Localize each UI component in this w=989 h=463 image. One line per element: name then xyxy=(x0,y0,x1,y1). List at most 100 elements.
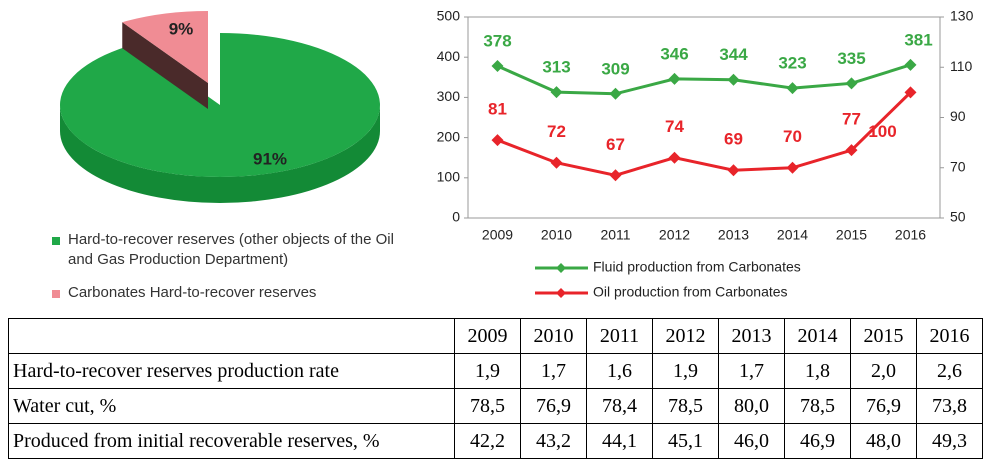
charts: 91% 9% 0 100 200 300 400 500 50 70 90 110 130 2009 201… xyxy=(59,8,974,300)
data-label: 335 xyxy=(837,49,865,68)
data-label: 323 xyxy=(778,54,806,73)
y2-tick-label: 70 xyxy=(950,158,966,174)
marker xyxy=(550,156,563,169)
table-row: Produced from initial recoverable reserv… xyxy=(8,423,983,459)
table-cell: 1,9 xyxy=(652,353,719,389)
table-cell: 45,1 xyxy=(652,423,719,459)
y-tick-label: 0 xyxy=(452,209,460,225)
table-cell: 1,7 xyxy=(520,353,587,389)
table-cell: Hard-to-recover reserves production rate xyxy=(8,353,455,389)
pie-side xyxy=(122,22,208,109)
x-tick-label: 2014 xyxy=(777,227,808,243)
y-tick-label: 500 xyxy=(437,8,461,24)
table-cell: 2010 xyxy=(520,318,587,354)
data-label: 72 xyxy=(547,122,566,141)
pie-slice xyxy=(122,11,208,83)
table-row: Hard-to-recover reserves production rate… xyxy=(8,353,983,389)
x-tick-label: 2015 xyxy=(836,227,867,243)
marker xyxy=(491,60,504,73)
y-tick-label: 300 xyxy=(437,88,461,104)
table-cell: 1,7 xyxy=(718,353,785,389)
table-cell: 2011 xyxy=(586,318,653,354)
x-tick-label: 2012 xyxy=(659,227,690,243)
data-label: 381 xyxy=(904,30,932,49)
legend-label: Oil production from Carbonates xyxy=(593,284,788,300)
table-cell: 1,9 xyxy=(454,353,521,389)
table-cell: 48,0 xyxy=(850,423,917,459)
table-cell: 44,1 xyxy=(586,423,653,459)
data-label: 69 xyxy=(724,130,743,149)
table-cell: 42,2 xyxy=(454,423,521,459)
table-cell: 2013 xyxy=(718,318,785,354)
marker xyxy=(727,164,740,177)
table-cell: 2014 xyxy=(784,318,851,354)
table-cell: 76,9 xyxy=(850,388,917,424)
pie-slice xyxy=(59,33,380,178)
table-cell: 78,5 xyxy=(652,388,719,424)
y2-tick-label: 90 xyxy=(950,108,966,124)
table-cell: 78,4 xyxy=(586,388,653,424)
x-tick-label: 2011 xyxy=(600,227,630,243)
table-cell: Water cut, % xyxy=(8,388,455,424)
table-cell: 76,9 xyxy=(520,388,587,424)
plot-frame xyxy=(467,16,941,219)
series-line xyxy=(496,63,911,96)
table-cell: 2012 xyxy=(652,318,719,354)
x-tick-label: 2010 xyxy=(541,227,572,243)
marker xyxy=(609,87,622,100)
data-label: 100 xyxy=(868,122,896,141)
marker xyxy=(727,73,740,86)
legend-label: Fluid production from Carbonates xyxy=(593,259,801,275)
table-cell: 46,9 xyxy=(784,423,851,459)
marker xyxy=(609,169,622,182)
table-row: 2009 2010 2011 2012 2013 2014 2015 2016 xyxy=(8,318,983,354)
data-label: 378 xyxy=(483,32,511,51)
table-cell: 2016 xyxy=(916,318,983,354)
data-label: 346 xyxy=(660,44,688,63)
table-cell: 2,0 xyxy=(850,353,917,389)
data-label: 74 xyxy=(665,117,684,136)
table-cell: 78,5 xyxy=(784,388,851,424)
legend-swatch xyxy=(52,290,60,298)
marker xyxy=(668,72,681,85)
marker xyxy=(904,58,917,71)
y-tick-label: 100 xyxy=(437,169,461,185)
data-label: 344 xyxy=(719,45,748,64)
marker xyxy=(786,82,799,95)
table-cell: 2009 xyxy=(454,318,521,354)
marker xyxy=(904,86,917,99)
data-label: 70 xyxy=(783,127,802,146)
x-tick-label: 2009 xyxy=(482,227,513,243)
table-cell: Produced from initial recoverable reserv… xyxy=(8,423,455,459)
table-cell: 49,3 xyxy=(916,423,983,459)
table-cell: 1,6 xyxy=(586,353,653,389)
marker xyxy=(845,77,858,90)
y2-tick-label: 130 xyxy=(950,8,974,24)
table-cell: 73,8 xyxy=(916,388,983,424)
table-cell: 2015 xyxy=(850,318,917,354)
legend-swatch xyxy=(52,237,60,245)
pie-side xyxy=(60,105,380,203)
data-label: 313 xyxy=(542,58,570,77)
data-label: 67 xyxy=(606,135,625,154)
legend-label: Hard-to-recover reserves (other objects … xyxy=(68,231,394,268)
marker xyxy=(845,144,858,157)
y2-tick-label: 110 xyxy=(950,58,973,74)
table-cell: 78,5 xyxy=(454,388,521,424)
data-table: 2009 2010 2011 2012 2013 2014 2015 2016 Hard-to-… xyxy=(8,318,983,459)
y-tick-label: 400 xyxy=(437,48,461,64)
pie-label: 9% xyxy=(169,19,194,38)
table-cell xyxy=(8,318,455,354)
y2-tick-label: 50 xyxy=(950,209,966,225)
table-cell: 2,6 xyxy=(916,353,983,389)
x-tick-label: 2013 xyxy=(718,227,749,243)
x-tick-label: 2016 xyxy=(895,227,926,243)
marker xyxy=(491,134,504,147)
legend-label: Carbonates Hard-to-recover reserves xyxy=(68,284,317,301)
series-line xyxy=(496,91,912,177)
y-tick-label: 200 xyxy=(437,128,461,144)
data-label: 81 xyxy=(488,100,507,119)
marker xyxy=(668,151,681,164)
table-cell: 46,0 xyxy=(718,423,785,459)
